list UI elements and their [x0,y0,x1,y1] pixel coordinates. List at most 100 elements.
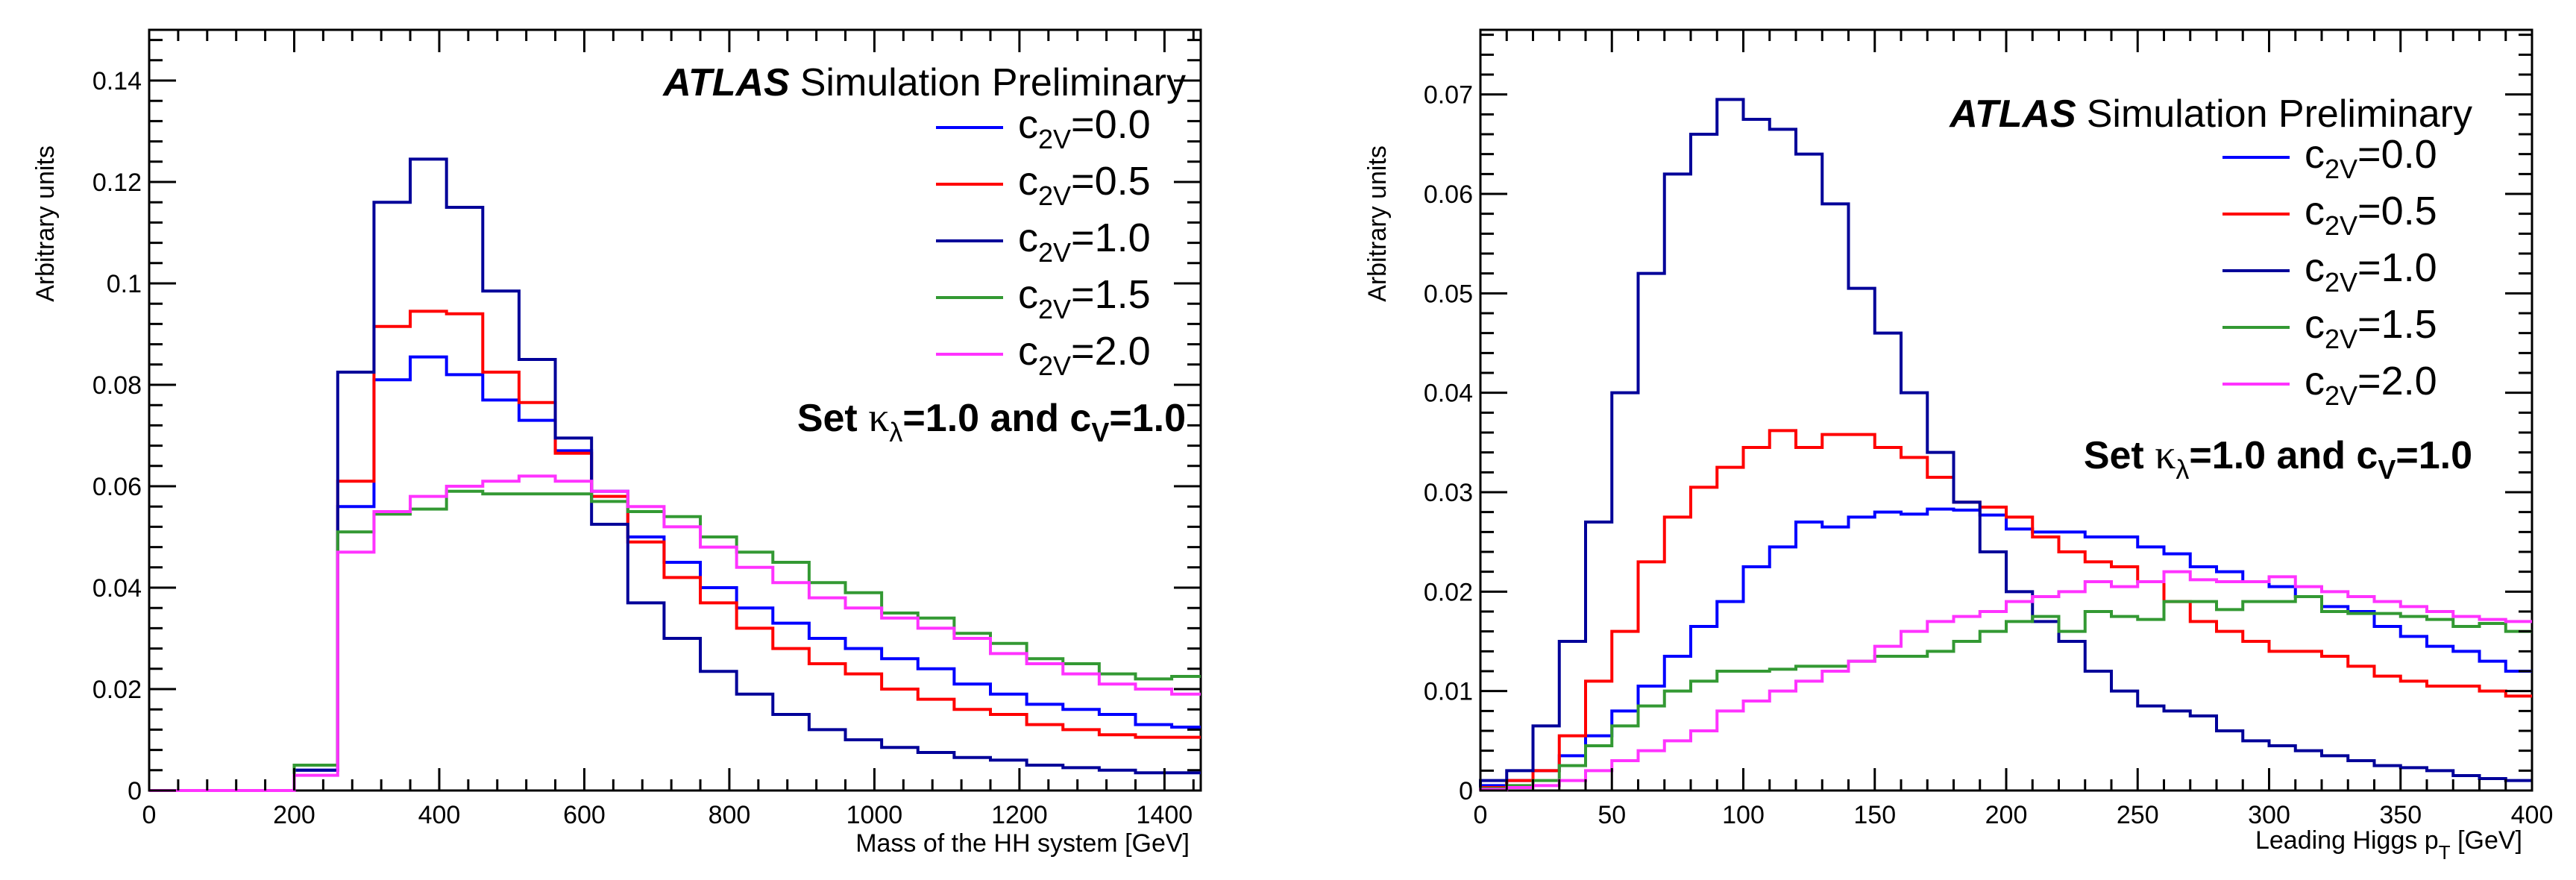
legend-label-pre: c [1018,272,1038,317]
right-y-tick-label: 0.04 [1424,380,1473,408]
right-x-tick-label: 0 [1474,801,1488,829]
left-atlas-word: ATLAS [662,61,790,104]
right-x-axis-sub: T [2439,841,2451,864]
legend-label-post: =1.0 [2357,245,2437,290]
right-series-line-3 [1479,595,2532,791]
left-set-v: V [1091,417,1109,447]
right-x-axis-post: [GeV] [2451,826,2522,855]
left-x-tick-label: 200 [273,801,315,829]
left-legend-label-3: c2V=1.5 [1018,272,1151,324]
legend-label-pre: c [2305,302,2325,347]
legend-label-sub: 2V [2325,324,2357,354]
right-x-tick-label: 400 [2511,801,2554,829]
left-legend-label-2: c2V=1.0 [1018,216,1151,268]
legend-label-pre: c [2305,359,2325,403]
left-set-text: Set κλ=1.0 and cV=1.0 [797,395,1186,447]
right-set-v: V [2378,454,2396,485]
left-x-tick-label: 600 [563,801,606,829]
left-x-tick-label: 400 [418,801,461,829]
right-series-line-4 [1479,570,2532,791]
left-atlas-label: ATLAS Simulation Preliminary [662,61,1186,104]
right-x-tick-label: 300 [2248,801,2290,829]
right-x-tick-label: 350 [2379,801,2422,829]
legend-label-sub: 2V [1038,351,1071,381]
legend-label-pre: c [2305,245,2325,290]
right-set-mid: =1.0 and c [2189,434,2378,477]
right-y-tick-label: 0.01 [1424,678,1473,706]
legend-label-pre: c [1018,102,1038,147]
left-legend-label-4: c2V=2.0 [1018,329,1151,381]
legend-label-sub: 2V [1038,180,1071,211]
left-set-kappa: κ [868,395,889,441]
left-y-tick-label: 0 [128,777,142,805]
legend-label-pre: c [1018,216,1038,260]
right-legend-label-1: c2V=0.5 [2305,189,2437,241]
left-legend-label-1: c2V=0.5 [1018,159,1151,211]
legend-label-sub: 2V [2325,380,2357,411]
left-series-line-2 [149,157,1201,792]
legend-label-sub: 2V [2325,154,2357,184]
right-legend-label-2: c2V=1.0 [2305,245,2437,298]
right-y-tick-label: 0.05 [1424,280,1473,308]
left-set-prefix: Set [797,397,868,440]
left-x-tick-label: 800 [709,801,751,829]
left-x-axis-title: Mass of the HH system [GeV] [855,829,1190,858]
right-legend-label-4: c2V=2.0 [2305,359,2437,411]
right-y-tick-label: 0.07 [1424,81,1473,110]
left-legend-label-0: c2V=0.0 [1018,102,1151,154]
left-x-tick-label: 1400 [1137,801,1193,829]
legend-label-pre: c [1018,159,1038,204]
legend-label-post: =2.0 [1071,329,1151,374]
legend-label-sub: 2V [1038,294,1071,324]
right-plot: 0 50 100 150 200 250 300 350 400 0 0.01 0.02 0.03 0.… [1363,28,2554,864]
left-atlas-sub: Simulation Preliminary [800,61,1186,104]
right-x-ticks: 0 50 100 150 200 250 300 350 400 [1474,30,2554,829]
left-x-tick-label: 0 [142,801,157,829]
right-y-tick-label: 0.06 [1424,180,1473,209]
left-series-line-1 [149,309,1201,792]
left-set-lambda: λ [889,417,902,447]
legend-label-pre: c [2305,189,2325,233]
right-set-text: Set κλ=1.0 and cV=1.0 [2084,432,2472,485]
left-y-tick-label: 0.12 [92,169,142,197]
left-x-ticks: 0 200 400 600 800 1000 1200 1400 [142,30,1195,829]
legend-label-post: =1.0 [1071,216,1151,260]
right-y-tick-label: 0.02 [1424,578,1473,606]
legend-label-pre: c [1018,329,1038,374]
right-x-axis-pre: Leading Higgs p [2255,826,2439,855]
left-y-tick-label: 0.1 [107,270,142,298]
right-legend-label-3: c2V=1.5 [2305,302,2437,354]
left-plot-series [149,157,1201,792]
right-x-tick-label: 50 [1598,801,1626,829]
right-series-line-2 [1479,98,2532,791]
left-set-suffix: =1.0 [1109,397,1186,440]
right-set-suffix: =1.0 [2396,434,2472,477]
left-y-tick-label: 0.02 [92,676,142,704]
left-x-tick-label: 1200 [991,801,1048,829]
legend-label-post: =1.5 [1071,272,1151,317]
legend-label-post: =0.0 [2357,132,2437,177]
right-atlas-sub: Simulation Preliminary [2087,92,2472,136]
left-x-tick-label: 1000 [846,801,903,829]
legend-label-pre: c [2305,132,2325,177]
left-y-tick-label: 0.04 [92,574,142,603]
right-x-tick-label: 100 [1722,801,1765,829]
right-x-axis-title: Leading Higgs pT [GeV] [2255,826,2522,864]
left-series-line-4 [149,474,1201,792]
right-set-prefix: Set [2084,434,2155,477]
legend-label-post: =2.0 [2357,359,2437,403]
legend-label-sub: 2V [1038,237,1071,268]
left-set-mid: =1.0 and c [902,397,1091,440]
legend-label-post: =1.5 [2357,302,2437,347]
right-x-tick-label: 250 [2117,801,2159,829]
right-legend-label-0: c2V=0.0 [2305,132,2437,184]
left-y-tick-label: 0.14 [92,67,142,95]
legend-label-post: =0.5 [1071,159,1151,204]
left-y-axis-title: Arbitrary units [31,145,60,302]
legend-label-sub: 2V [1038,124,1071,154]
right-y-tick-label: 0 [1459,777,1473,805]
legend-label-sub: 2V [2325,210,2357,241]
